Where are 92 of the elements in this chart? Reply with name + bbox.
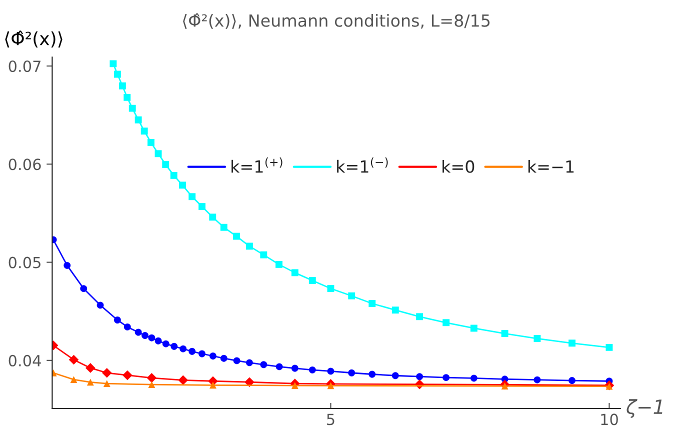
- x-axis-title: ζ−1: [626, 399, 662, 418]
- point: [178, 375, 188, 386]
- point: [368, 300, 376, 307]
- point: [102, 368, 112, 378]
- point: [188, 193, 196, 200]
- point: [148, 381, 156, 388]
- point: [534, 376, 541, 384]
- point: [103, 380, 110, 388]
- point: [501, 382, 508, 390]
- point: [233, 357, 240, 364]
- point: [327, 382, 334, 390]
- point: [198, 203, 206, 210]
- point: [70, 376, 78, 384]
- point: [606, 382, 613, 390]
- legend-label: k=1$^{(+)}$: [232, 157, 282, 173]
- point: [470, 324, 478, 332]
- x-tick-label: 5: [327, 414, 334, 426]
- point: [162, 340, 170, 348]
- point: [124, 94, 131, 101]
- point: [118, 82, 126, 90]
- point: [142, 332, 148, 339]
- point: [470, 374, 478, 382]
- point: [327, 368, 334, 375]
- point: [209, 214, 216, 221]
- point: [134, 328, 142, 336]
- point: [114, 316, 121, 324]
- point: [276, 260, 282, 268]
- point: [134, 116, 142, 124]
- point: [148, 334, 156, 342]
- point: [260, 361, 268, 368]
- point: [606, 344, 613, 351]
- point: [68, 354, 79, 365]
- point: [442, 374, 450, 382]
- point: [146, 372, 157, 383]
- point: [220, 224, 228, 231]
- point: [534, 335, 541, 342]
- y-tick-label: 0.07: [8, 60, 40, 72]
- point: [442, 319, 450, 326]
- point: [291, 382, 298, 390]
- point: [128, 104, 136, 112]
- point: [233, 232, 240, 240]
- point: [392, 306, 399, 314]
- point: [209, 382, 216, 389]
- point: [568, 340, 576, 347]
- point: [122, 370, 132, 380]
- y-tick-label: 0.05: [8, 256, 40, 268]
- point: [501, 330, 508, 337]
- point: [180, 345, 187, 352]
- point: [170, 172, 178, 179]
- point: [348, 292, 356, 300]
- point: [246, 242, 253, 250]
- point: [96, 302, 104, 309]
- point: [348, 369, 356, 376]
- point: [416, 313, 424, 320]
- point: [209, 352, 216, 360]
- point: [124, 323, 131, 330]
- point: [308, 366, 316, 374]
- x-tick-label: 10: [601, 414, 618, 426]
- point: [291, 364, 298, 372]
- point: [86, 363, 96, 373]
- point: [80, 285, 88, 292]
- point: [154, 337, 162, 344]
- point: [260, 251, 268, 258]
- point: [64, 262, 71, 269]
- point: [246, 359, 253, 366]
- point: [291, 269, 298, 276]
- point: [276, 363, 283, 370]
- point: [368, 370, 376, 378]
- point: [140, 128, 148, 135]
- legend-label: k=1$^{(−)}$: [337, 157, 388, 173]
- point: [170, 342, 178, 350]
- point: [154, 150, 162, 158]
- point: [147, 138, 154, 146]
- point: [198, 350, 206, 358]
- point: [114, 70, 121, 78]
- point: [110, 60, 117, 68]
- point: [308, 277, 316, 284]
- point: [179, 182, 186, 189]
- point: [392, 372, 399, 380]
- legend-label: k=−1: [528, 160, 574, 173]
- y-tick-label: 0.06: [8, 158, 41, 170]
- legend-label: k=0: [442, 160, 474, 173]
- y-axis-title: ⟨Φ̂²(x)⟩: [5, 30, 62, 48]
- point: [568, 377, 576, 384]
- chart-title: ⟨Φ̂²(x)⟩, Neumann conditions, L=8/15: [183, 13, 490, 29]
- point: [86, 378, 94, 386]
- y-tick-label: 0.04: [8, 354, 41, 366]
- point: [416, 373, 424, 380]
- point: [162, 161, 170, 168]
- point: [188, 348, 196, 355]
- point: [327, 285, 334, 292]
- point: [220, 354, 228, 362]
